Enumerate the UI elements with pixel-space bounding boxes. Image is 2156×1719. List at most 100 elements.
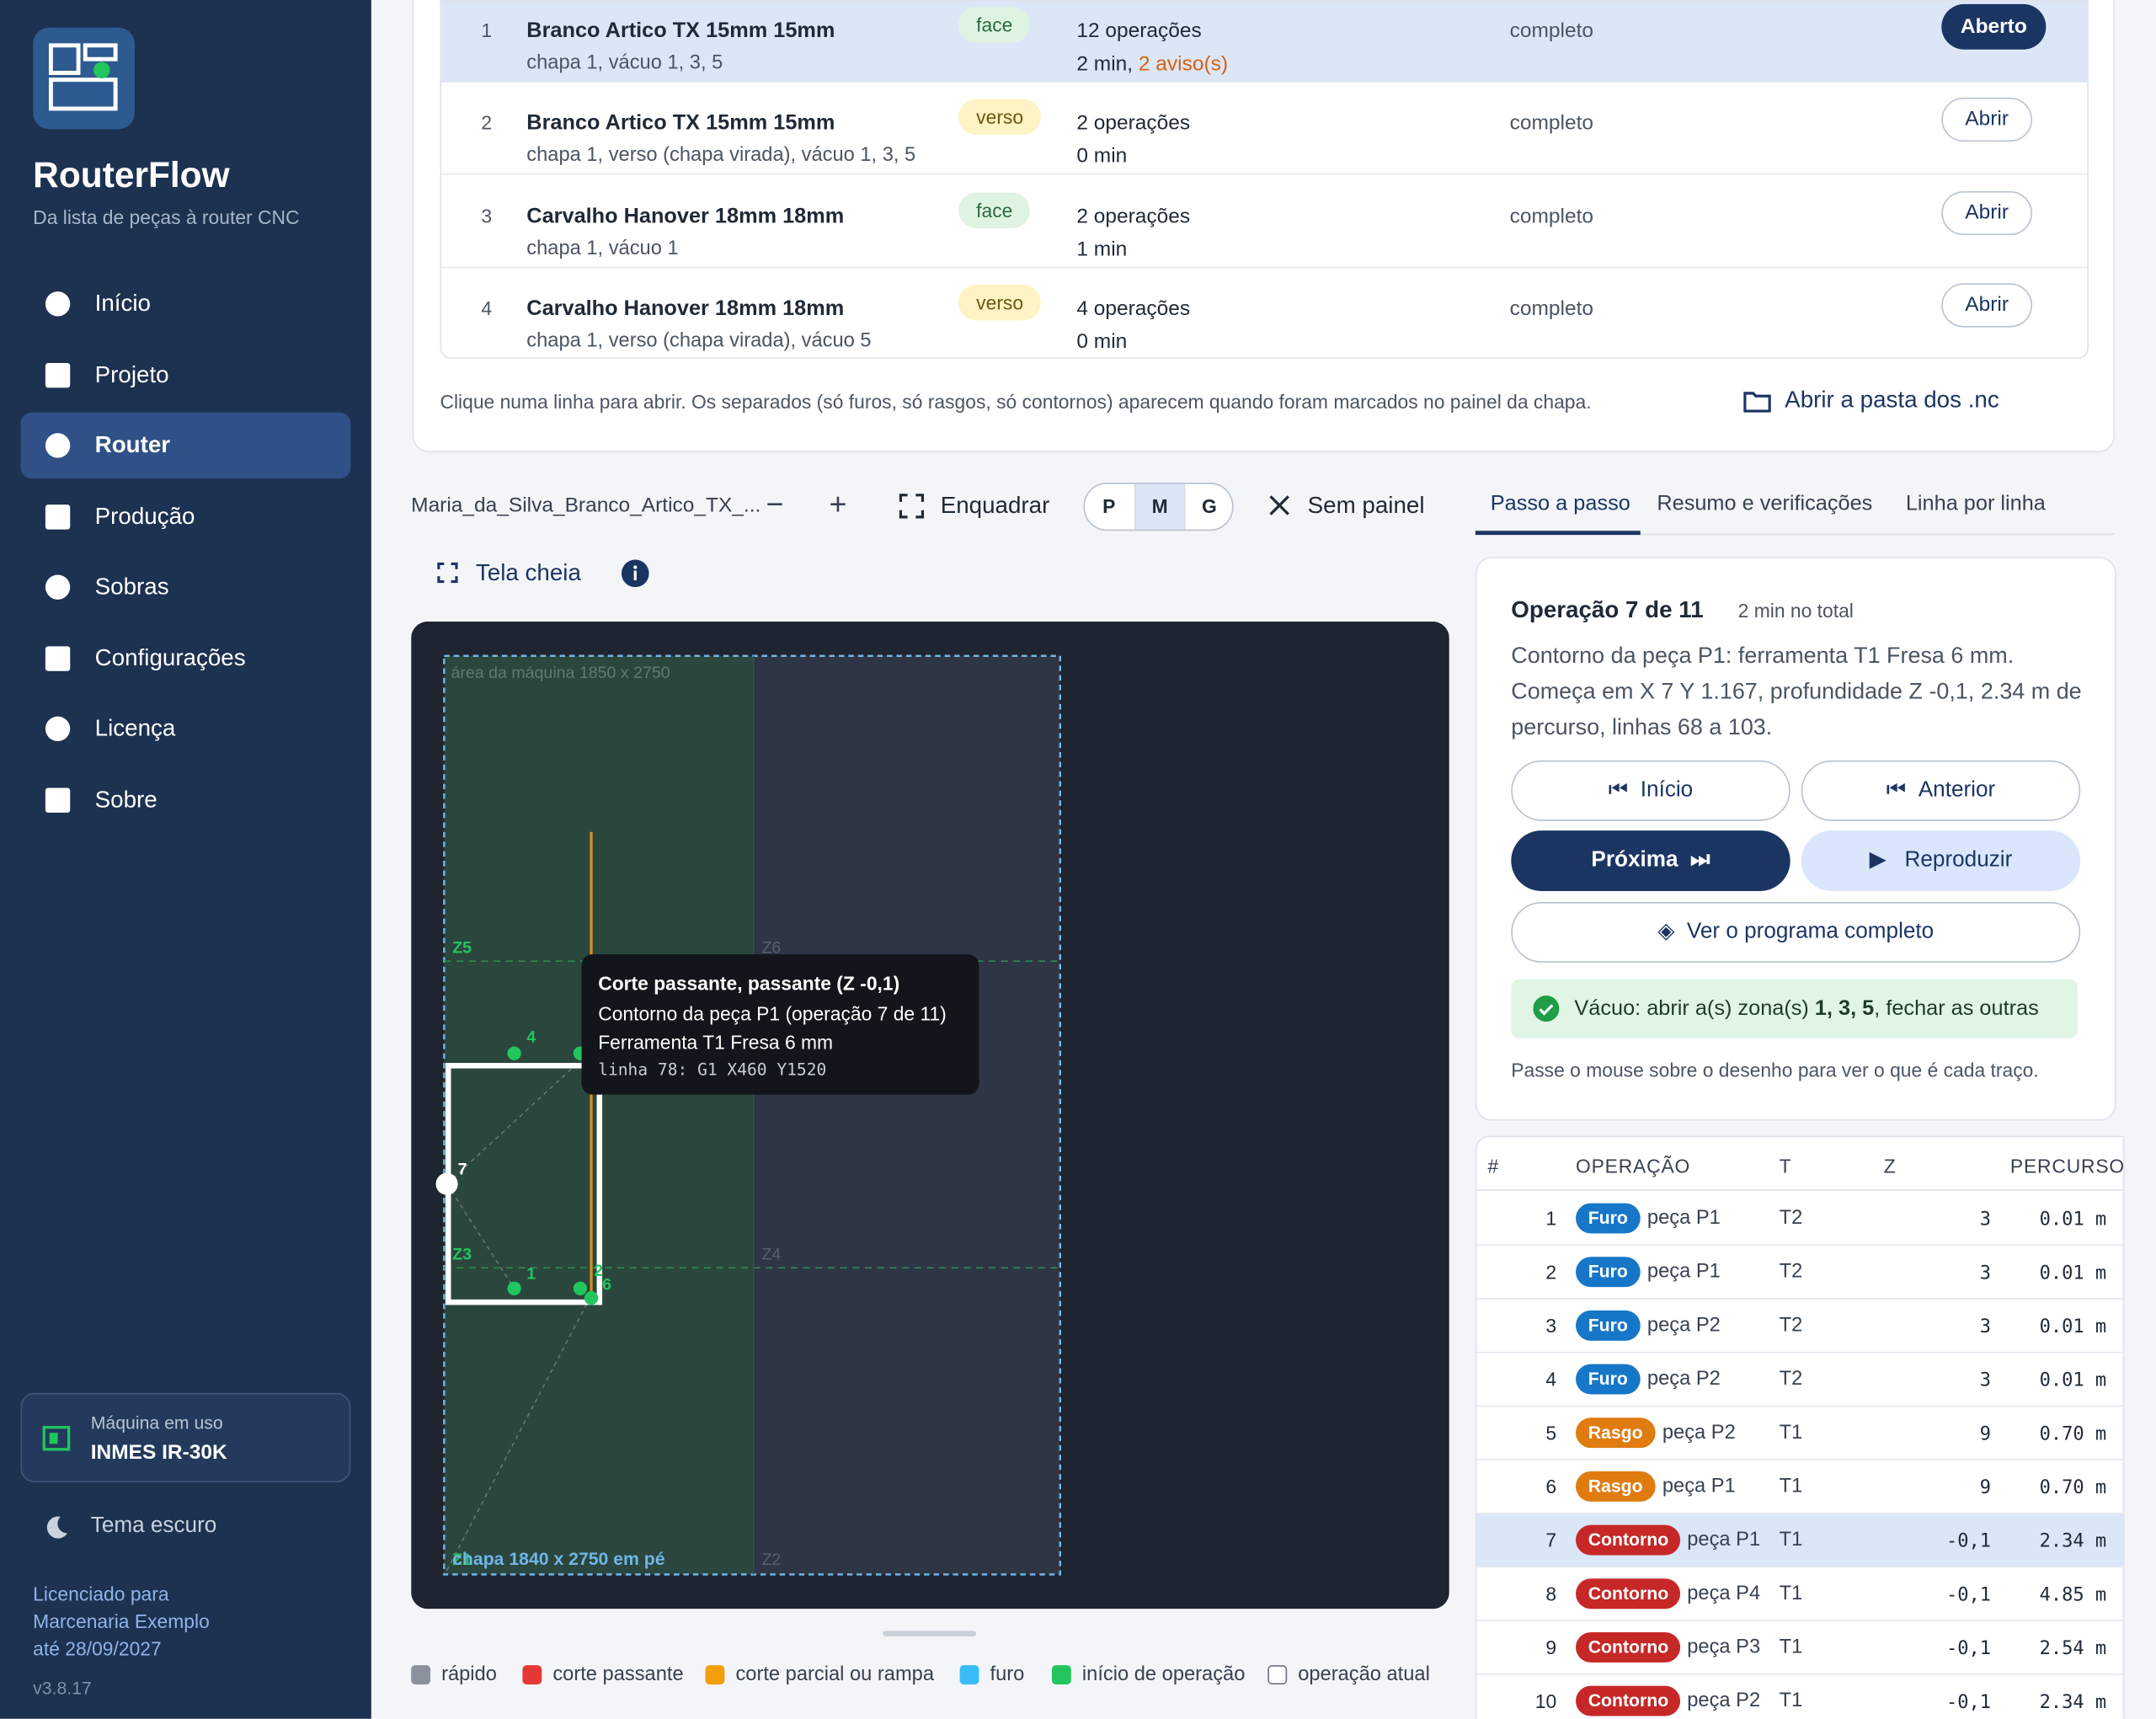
prev-button[interactable]: ⏮ Anterior: [1801, 760, 2081, 821]
legend-swatch: [411, 1665, 431, 1684]
fullscreen[interactable]: Tela cheia: [475, 559, 581, 586]
file-row[interactable]: 2 Branco Artico TX 15mm 15mm chapa 1, vers…: [441, 81, 2088, 175]
tab[interactable]: Linha por linha: [1905, 492, 2046, 516]
op-piece: peça P1: [1662, 1475, 1736, 1497]
nav-item[interactable]: Configurações: [20, 625, 350, 691]
fit-button[interactable]: Enquadrar: [940, 492, 1050, 519]
open-button[interactable]: Aberto: [1941, 3, 2047, 50]
nav-label: Configurações: [94, 643, 246, 670]
column-header: T: [1779, 1155, 1792, 1177]
zone-label: Z2: [761, 1551, 781, 1569]
files-table: 1 Branco Artico TX 15mm 15mm chapa 1, vácu…: [440, 0, 2089, 360]
operation-row[interactable]: 10 Contorno peça P2 T1 -0,1 2.34 m: [1476, 1675, 2122, 1719]
time: 1 min: [1076, 238, 1128, 262]
full-program-button[interactable]: ◈ Ver o programa completo: [1511, 902, 2081, 963]
open-folder[interactable]: Abrir a pasta dos .nc: [1785, 386, 1999, 413]
play-button[interactable]: ▶ Reproduzir: [1801, 830, 2081, 891]
point-label: 6: [602, 1275, 611, 1294]
no-panel[interactable]: Sem painel: [1307, 492, 1425, 519]
nav-item[interactable]: Licença: [20, 696, 350, 761]
operation-row[interactable]: 2 Furo peça P1 T2 3 0.01 m: [1476, 1246, 2123, 1300]
size-option[interactable]: G: [1183, 483, 1232, 530]
point-label: 7: [458, 1160, 467, 1178]
sheet-label: chapa 1840 x 2750 em pé: [452, 1550, 665, 1569]
op-kind: Contorno: [1576, 1524, 1681, 1556]
op-number: 8: [1545, 1583, 1557, 1605]
zoom-out[interactable]: −: [766, 486, 784, 521]
operation-row[interactable]: 1 Furo peça P1 T2 3 0.01 m: [1476, 1193, 2123, 1247]
op-number: 10: [1534, 1690, 1557, 1712]
nav-icon: [45, 787, 71, 813]
machine-label: Máquina em uso: [90, 1412, 223, 1433]
nav-item[interactable]: Sobras: [20, 554, 350, 620]
folder-icon: [1743, 392, 1771, 413]
file-row[interactable]: 3 Carvalho Hanover 18mm 18mm chapa 1, vácu…: [441, 174, 2088, 269]
resize-handle[interactable]: [883, 1631, 977, 1636]
file-row[interactable]: 1 Branco Artico TX 15mm 15mm chapa 1, vácu…: [441, 1, 2088, 83]
column-header: #: [1487, 1155, 1500, 1177]
op-z: 3: [1979, 1316, 1992, 1338]
operation-row[interactable]: 5 Rasgo peça P2 T1 9 0.70 m: [1476, 1407, 2123, 1460]
filename: Maria_da_Silva_Branco_Artico_TX_...: [411, 494, 761, 517]
zoom-in[interactable]: +: [829, 486, 847, 521]
info-icon[interactable]: [621, 559, 649, 588]
zones: 1, 3, 5: [1814, 996, 1875, 1021]
op-path: 0.70 m: [2039, 1476, 2107, 1499]
start-button[interactable]: ⏮ Início: [1511, 760, 1790, 821]
nav-label: Projeto: [94, 360, 169, 387]
operation-row[interactable]: 7 Contorno peça P1 T1 -0,1 2.34 m: [1476, 1513, 2123, 1568]
theme-toggle[interactable]: Tema escuro: [90, 1513, 217, 1538]
nav-item[interactable]: Projeto: [20, 342, 350, 408]
operation-row[interactable]: 9 Contorno peça P3 T1 -0,1 2.54 m: [1476, 1621, 2123, 1675]
op-z: -0,1: [1945, 1691, 1992, 1714]
op-path: 2.34 m: [2039, 1691, 2107, 1714]
nav-item[interactable]: Produção: [20, 483, 350, 549]
machine-box[interactable]: Máquina em uso INMES IR-30K: [20, 1392, 351, 1482]
header-rule: [1476, 1189, 2123, 1191]
open-button[interactable]: Abrir: [1941, 190, 2033, 236]
toolpath-canvas[interactable]: Z5 Z3 Z1 4 7 1 2 6 Z6 Z4 Z2 área da máqu…: [411, 621, 1449, 1610]
tab[interactable]: Passo a passo: [1490, 492, 1630, 516]
operation-total: 2 min no total: [1737, 599, 1854, 622]
size-option[interactable]: P: [1102, 494, 1116, 517]
op-number: 7: [1545, 1529, 1557, 1551]
next-button[interactable]: Próxima ⏭: [1511, 830, 1790, 891]
side-badge: face: [958, 192, 1031, 229]
op-z: 9: [1979, 1476, 1992, 1499]
files-hint: Clique numa linha para abrir. Os separad…: [440, 390, 1592, 413]
tab[interactable]: Resumo e verificações: [1657, 492, 1873, 516]
nav-item[interactable]: Início: [20, 271, 350, 337]
op-path: 0.70 m: [2039, 1423, 2107, 1445]
op-number: 6: [1545, 1475, 1557, 1497]
legend-swatch: [522, 1665, 542, 1684]
nav-item[interactable]: Router: [20, 412, 351, 479]
op-z: -0,1: [1945, 1637, 1992, 1660]
operation-row[interactable]: 6 Rasgo peça P1 T1 9 0.70 m: [1476, 1460, 2123, 1514]
nav-icon: [45, 574, 71, 600]
machine-name: INMES IR-30K: [90, 1441, 227, 1465]
label: Anterior: [1918, 778, 1996, 802]
operation-row[interactable]: 4 Furo peça P2 T2 3 0.01 m: [1476, 1353, 2123, 1407]
size-option[interactable]: M: [1134, 483, 1184, 530]
warning: 2 aviso(s): [1138, 52, 1229, 76]
operation-row[interactable]: 3 Furo peça P2 T2 3 0.01 m: [1476, 1300, 2123, 1353]
operation-row[interactable]: 8 Contorno peça P4 T1 -0,1 4.85 m: [1476, 1567, 2123, 1621]
nav-icon: [45, 645, 71, 670]
nav-item[interactable]: Sobre: [20, 766, 350, 832]
legend-swatch: [959, 1665, 979, 1684]
time: 2 min,: [1076, 52, 1134, 76]
nav-label: Produção: [94, 502, 195, 529]
file-row[interactable]: 4 Carvalho Hanover 18mm 18mm chapa 1, vers…: [441, 267, 2087, 358]
row-time: 2 min, 2 aviso(s): [1076, 52, 1228, 76]
nav-label: Início: [94, 290, 152, 317]
open-button[interactable]: Abrir: [1941, 283, 2033, 328]
legend-label: corte parcial ou rampa: [735, 1663, 935, 1686]
op-piece: peça P4: [1687, 1583, 1761, 1605]
license-line: Licenciado para: [33, 1583, 169, 1605]
open-button[interactable]: Abrir: [1941, 97, 2033, 142]
row-title: Branco Artico TX 15mm 15mm: [526, 111, 835, 135]
icon: ◈: [1657, 920, 1687, 943]
files-card: 1 Branco Artico TX 15mm 15mm chapa 1, vácu…: [412, 0, 2116, 453]
machine-area-label: área da máquina 1850 x 2750: [451, 664, 670, 682]
